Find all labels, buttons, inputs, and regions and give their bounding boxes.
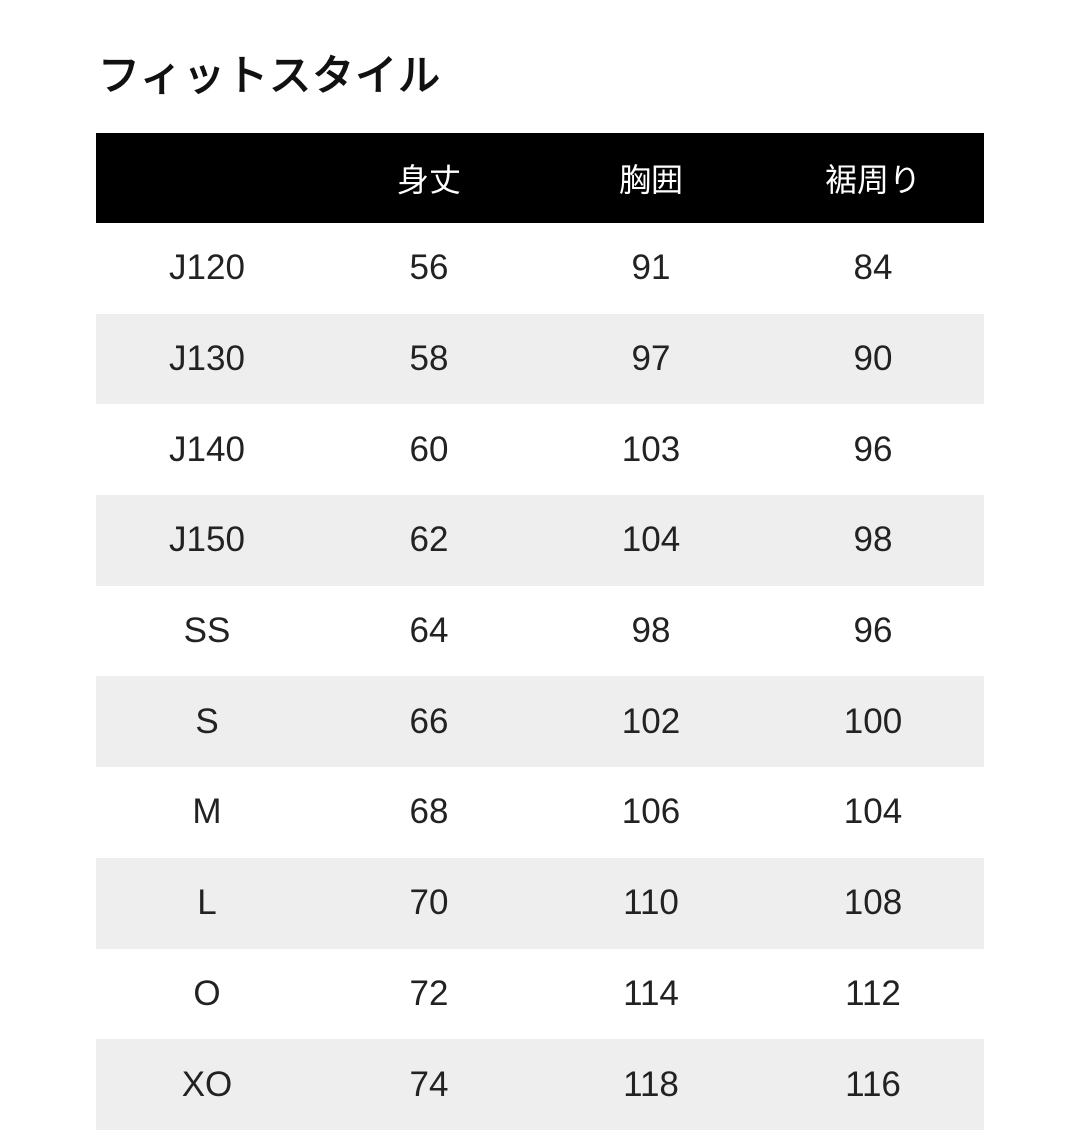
hem-cell: 100 [843, 701, 903, 741]
table-row: J150 62 104 98 [96, 495, 984, 586]
table-header-row: 身丈 胸囲 裾周り [96, 133, 984, 223]
length-cell: 64 [409, 611, 449, 651]
hem-cell: 116 [845, 1064, 901, 1104]
page-title: フィットスタイル [98, 51, 442, 100]
size-cell: SS [183, 611, 231, 651]
length-cell: 70 [409, 883, 449, 923]
hem-cell: 90 [853, 339, 893, 379]
header-length: 身丈 [396, 161, 461, 199]
size-cell: J150 [169, 520, 245, 560]
table-row: M 68 106 104 [96, 767, 984, 858]
size-cell: L [197, 883, 217, 923]
size-cell: J130 [169, 339, 245, 379]
table-row: J120 56 91 84 [96, 223, 984, 314]
length-cell: 66 [409, 701, 449, 741]
length-cell: 60 [409, 429, 449, 469]
size-cell: J140 [169, 429, 245, 469]
chest-cell: 97 [631, 339, 671, 379]
chest-cell: 114 [623, 973, 679, 1013]
chest-cell: 104 [621, 520, 681, 560]
chest-cell: 103 [621, 429, 681, 469]
length-cell: 58 [409, 339, 449, 379]
chest-cell: 91 [631, 248, 671, 288]
table-row: J140 60 103 96 [96, 404, 984, 495]
size-cell: J120 [169, 248, 245, 288]
hem-cell: 96 [853, 429, 893, 469]
length-cell: 56 [409, 248, 449, 288]
header-chest: 胸囲 [618, 161, 683, 199]
header-size [96, 133, 318, 223]
chest-cell: 106 [621, 792, 681, 832]
table-row: J130 58 97 90 [96, 313, 984, 405]
table-row: XO 74 118 116 [96, 1039, 984, 1130]
hem-cell: 84 [853, 248, 893, 288]
hem-cell: 98 [853, 520, 893, 560]
length-cell: 72 [409, 973, 449, 1013]
header-hem: 裾周り [824, 161, 921, 199]
table-row: SS 64 98 96 [96, 586, 984, 677]
hem-cell: 108 [843, 883, 903, 923]
size-cell: S [195, 701, 219, 741]
length-cell: 74 [409, 1064, 449, 1104]
size-cell: XO [181, 1064, 233, 1104]
chest-cell: 110 [623, 883, 679, 923]
table-row: O 72 114 112 [96, 949, 984, 1040]
table-row: S 66 102 100 [96, 676, 984, 768]
chest-cell: 118 [623, 1064, 679, 1104]
chest-cell: 102 [621, 701, 681, 741]
chest-cell: 98 [631, 611, 671, 651]
hem-cell: 104 [843, 792, 903, 832]
size-cell: M [192, 792, 222, 832]
size-table: 身丈 胸囲 裾周り J120 56 91 84 J130 58 97 90 J140 60 103 9… [96, 133, 984, 1130]
table-row: L 70 110 108 [96, 857, 984, 949]
length-cell: 68 [409, 792, 449, 832]
hem-cell: 96 [853, 611, 893, 651]
length-cell: 62 [409, 520, 449, 560]
hem-cell: 112 [845, 973, 901, 1013]
size-cell: O [193, 973, 221, 1013]
